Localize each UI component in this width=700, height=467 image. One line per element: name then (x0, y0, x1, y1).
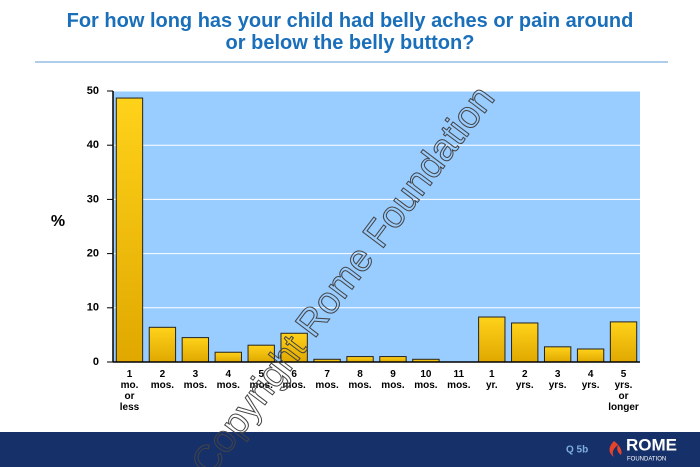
x-tick-label: 2 yrs. (516, 369, 534, 391)
y-axis-label: % (51, 213, 65, 230)
bar (609, 321, 638, 363)
x-tick-label: 7 mos. (315, 369, 339, 391)
chart-title: For how long has your child had belly ac… (66, 10, 634, 54)
bar (115, 97, 144, 363)
x-tick-label: 9 mos. (381, 369, 405, 391)
y-tick-label: 40 (87, 139, 99, 151)
x-tick-label: 4 mos. (217, 369, 241, 391)
bar (543, 346, 572, 363)
logo-subtext: FOUNDATION (627, 457, 666, 463)
x-tick-label: 2 mos. (151, 369, 175, 391)
bar (511, 322, 539, 363)
y-tick-label: 10 (87, 302, 99, 314)
bar (346, 356, 374, 363)
bar (148, 326, 177, 363)
x-tick-label: 1 mo. or less (120, 369, 140, 413)
bar (214, 351, 242, 363)
footer-code: Q 5b (566, 445, 588, 456)
bar (478, 316, 506, 363)
y-tick-label: 20 (87, 248, 99, 260)
bar (379, 356, 407, 363)
x-tick-label: 1 yr. (486, 369, 498, 391)
x-tick-label: 4 yrs. (582, 369, 600, 391)
y-tick-label: 30 (87, 193, 99, 205)
bar (576, 348, 605, 363)
footer-bar (0, 432, 700, 467)
y-tick-label: 50 (87, 85, 99, 97)
x-tick-label: 11 mos. (447, 369, 471, 391)
x-tick-label: 8 mos. (348, 369, 372, 391)
x-tick-label: 5 mos. (250, 369, 274, 391)
logo-text: ROME (626, 435, 677, 454)
bar (181, 337, 210, 363)
plot-area (113, 91, 640, 362)
y-tick-label: 0 (93, 356, 99, 368)
x-tick-label: 3 yrs. (549, 369, 567, 391)
x-tick-label: 5 yrs. or longer (608, 369, 639, 413)
x-tick-label: 10 mos. (414, 369, 438, 391)
x-tick-label: 6 mos. (282, 369, 306, 391)
x-tick-label: 3 mos. (184, 369, 208, 391)
logo-icon (609, 441, 622, 457)
